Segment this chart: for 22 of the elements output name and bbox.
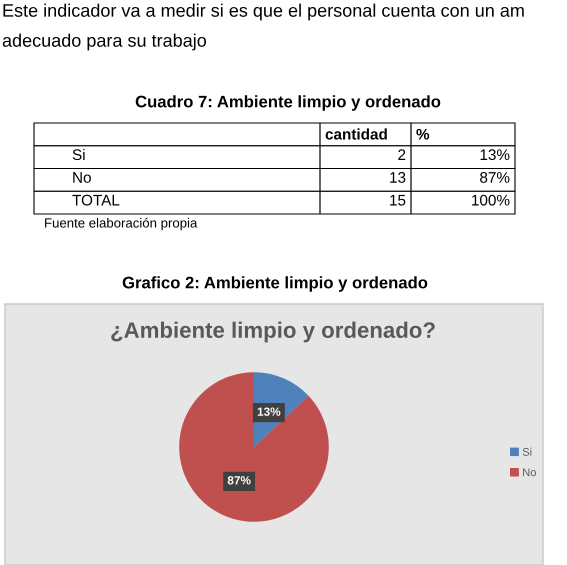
text: 13% [480, 149, 510, 160]
text: cantidad [326, 128, 387, 140]
data-label: 87% [228, 476, 251, 484]
chart-title: ¿Ambiente limpio y ordenado? [111, 322, 435, 342]
text: adecuado para su trabajo [2, 34, 206, 50]
text: No [73, 172, 91, 183]
text: 87% [480, 172, 510, 183]
text: 13 [390, 172, 406, 183]
text: 2 [398, 149, 406, 160]
source-note: Fuente elaboración propia [45, 218, 198, 230]
text: 100% [472, 194, 510, 206]
text: Cuadro 7: Ambiente limpio y ordenado [136, 95, 440, 111]
text: Grafico 2: Ambiente limpio y ordenado [122, 276, 428, 292]
legend-label: Si [522, 448, 532, 456]
text: Si [72, 148, 85, 160]
pie-slice [179, 372, 329, 522]
text: TOTAL [72, 194, 120, 206]
text: Este indicador va a medir si es que el personal cuenta con un am [3, 4, 524, 20]
legend-label: No [523, 468, 536, 476]
text: % [416, 128, 430, 140]
data-label: 13% [258, 407, 280, 416]
text: 15 [390, 194, 406, 206]
